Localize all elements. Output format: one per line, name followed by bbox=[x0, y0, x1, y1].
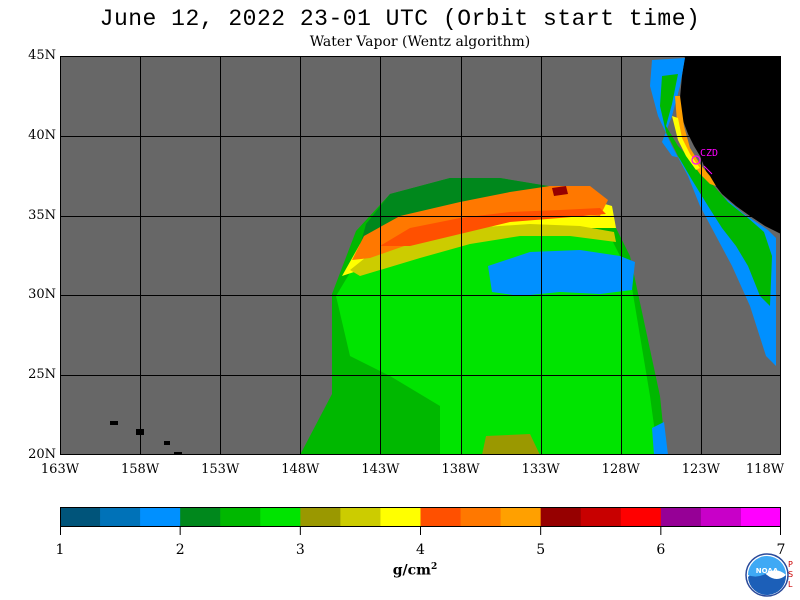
colorbar-tick-label: 3 bbox=[295, 542, 305, 558]
swath-olive-pocket bbox=[482, 434, 540, 455]
longitude-label: 138W bbox=[441, 462, 480, 477]
colorbar-cell bbox=[100, 507, 141, 527]
colorbar-cell bbox=[220, 507, 261, 527]
colorbar-tick-label: 4 bbox=[416, 542, 425, 558]
swath-olive-band bbox=[350, 224, 616, 276]
station-label: CZD bbox=[700, 148, 718, 159]
island-3 bbox=[164, 441, 170, 445]
colorbar-cell bbox=[300, 507, 341, 527]
swath-red-orange-band bbox=[380, 208, 606, 246]
logo-text: NOAA bbox=[756, 567, 779, 575]
water-vapor-map: CZD bbox=[60, 56, 781, 455]
longitude-label: 133W bbox=[521, 462, 560, 477]
latitude-label: 45N bbox=[28, 48, 56, 63]
unit-exponent: 2 bbox=[430, 562, 438, 572]
island-4 bbox=[174, 452, 182, 455]
swath-blue-pocket bbox=[488, 250, 635, 296]
colorbar-cell bbox=[340, 507, 381, 527]
colorbar-cell bbox=[740, 507, 781, 527]
latitude-label: 40N bbox=[28, 127, 56, 143]
colorbar-unit: g/cm2 bbox=[370, 562, 460, 579]
colorbar-cell bbox=[180, 507, 221, 527]
colorbar-tick-label: 6 bbox=[656, 542, 666, 558]
colorbar-cell bbox=[700, 507, 742, 527]
coastal-strip-yellow bbox=[672, 116, 700, 170]
longitude-label: 128W bbox=[601, 462, 640, 477]
station-marker-czd: CZD bbox=[691, 148, 718, 175]
longitude-label: 158W bbox=[121, 462, 160, 477]
latitude-label: 25N bbox=[28, 367, 56, 383]
colorbar-cell bbox=[60, 507, 101, 527]
noaa-logo: NOAA bbox=[745, 553, 789, 597]
colorbar-tick-label: 2 bbox=[175, 542, 185, 558]
colorbar-cell bbox=[460, 507, 502, 527]
colorbar-cell bbox=[420, 507, 462, 527]
longitude-label: 123W bbox=[681, 462, 720, 477]
colorbar-tick-label: 7 bbox=[776, 542, 786, 558]
island-1 bbox=[110, 421, 118, 425]
colorbar-cell bbox=[620, 507, 662, 527]
colorbar bbox=[60, 507, 781, 527]
figure-subtitle: Water Vapor (Wentz algorithm) bbox=[309, 34, 531, 50]
coastal-strip-green bbox=[660, 74, 772, 306]
colorbar-cell bbox=[140, 507, 181, 527]
swath-maroon-spot bbox=[552, 186, 568, 196]
figure-title: June 12, 2022 23-01 UTC (Orbit start tim… bbox=[99, 6, 701, 32]
map-frame bbox=[60, 56, 781, 455]
longitude-label: 153W bbox=[201, 462, 240, 477]
longitude-label: 163W bbox=[40, 462, 80, 477]
land-north-america bbox=[680, 56, 781, 234]
longitude-label: 143W bbox=[361, 462, 400, 477]
swath-blue-edge bbox=[652, 422, 668, 455]
colorbar-cell bbox=[260, 507, 301, 527]
longitude-label: 148W bbox=[281, 462, 320, 477]
latitude-label: 20N bbox=[28, 447, 56, 462]
lat-lon-grid bbox=[60, 56, 781, 455]
colorbar-cell bbox=[580, 507, 622, 527]
unit-label: g/cm bbox=[392, 562, 431, 579]
colorbar-tick-label: 1 bbox=[55, 542, 65, 558]
latitude-label: 30N bbox=[28, 287, 56, 303]
colorbar-cell bbox=[660, 507, 702, 527]
colorbar-ticks bbox=[60, 527, 781, 535]
latitude-label: 35N bbox=[28, 207, 56, 223]
colorbar-cell bbox=[500, 507, 542, 527]
colorbar-cell bbox=[380, 507, 421, 527]
colorbar-tick-label: 5 bbox=[536, 542, 546, 558]
longitude-label: 118W bbox=[745, 462, 785, 477]
colorbar-cell bbox=[540, 507, 582, 527]
